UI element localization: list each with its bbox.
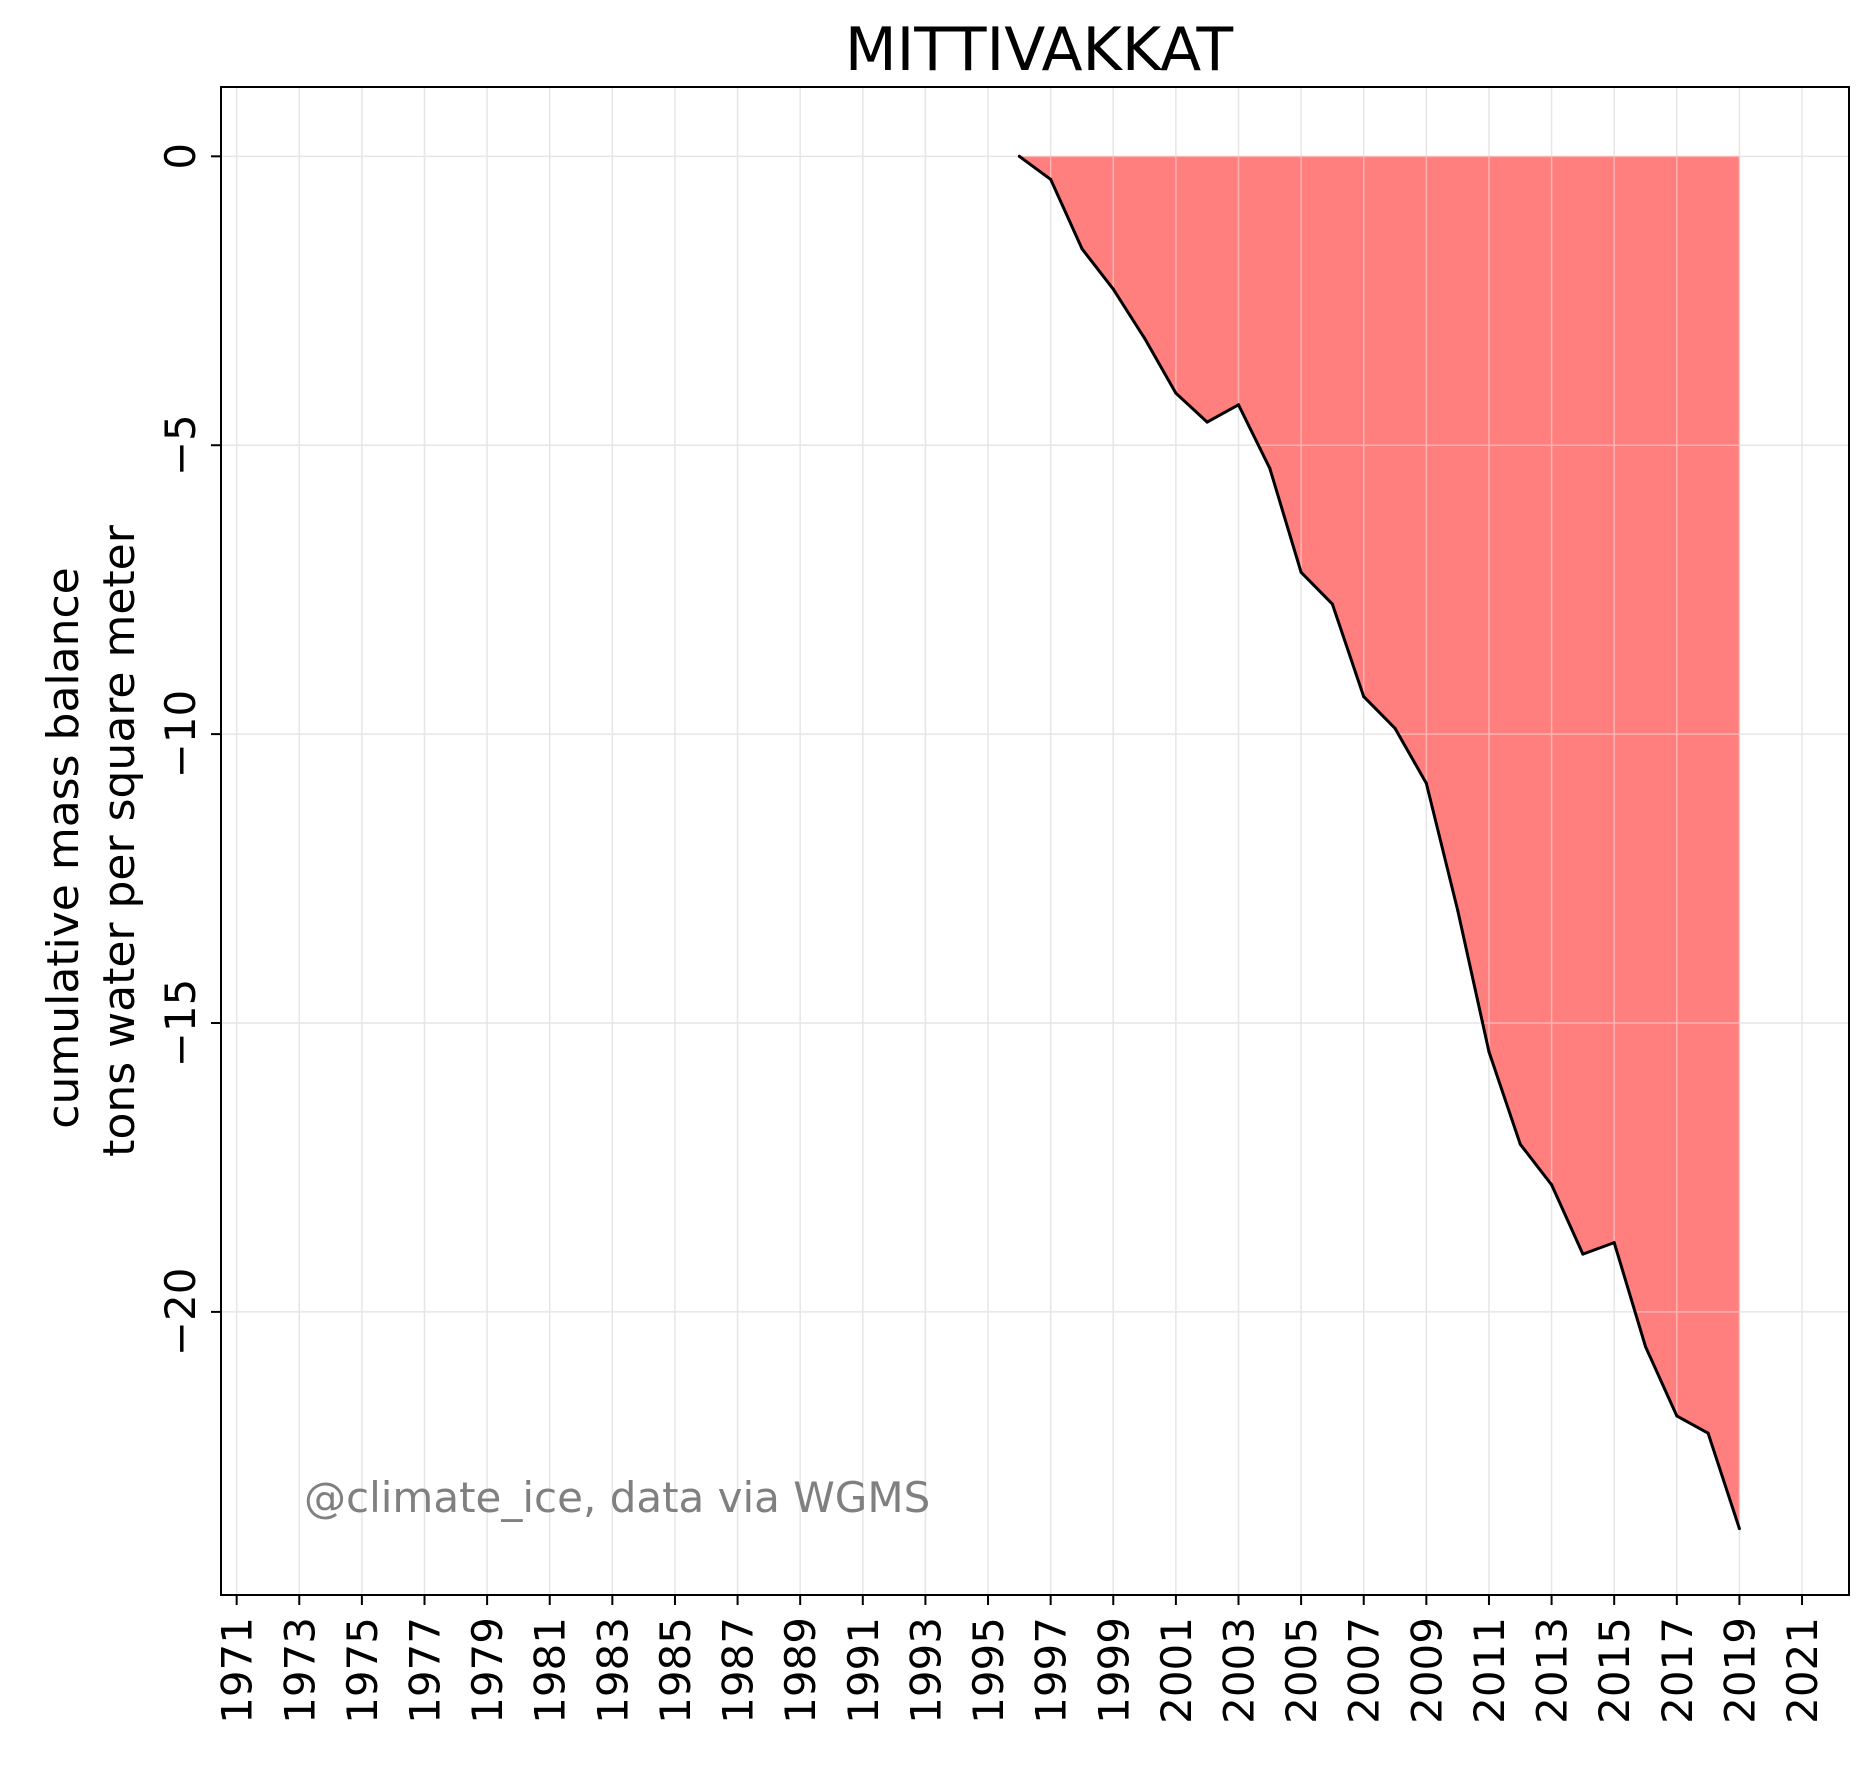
y-tick-label: −20 xyxy=(156,1268,205,1357)
data-point xyxy=(1268,466,1272,470)
y-tick-label: −10 xyxy=(156,690,205,779)
data-point xyxy=(1205,420,1209,424)
x-tick-label: 1983 xyxy=(588,1617,637,1724)
x-tick-label: 2019 xyxy=(1715,1617,1764,1724)
data-point xyxy=(1299,570,1303,574)
y-tick-label: −5 xyxy=(156,414,205,476)
x-tick-label: 1989 xyxy=(776,1617,825,1724)
area-fill-layer xyxy=(1019,156,1740,1529)
y-tick-label: 0 xyxy=(156,143,205,170)
data-point xyxy=(1612,1241,1616,1245)
data-point xyxy=(1049,177,1053,181)
data-point xyxy=(1644,1345,1647,1349)
x-tick-label: 2021 xyxy=(1778,1617,1827,1724)
x-axis: 1971 1973 1975 1977 1979 1981 1983 1985 1987 1989… xyxy=(213,1595,1827,1724)
data-point xyxy=(1362,695,1366,699)
y-tick-label: −15 xyxy=(156,979,205,1068)
x-tick-label: 2005 xyxy=(1277,1617,1326,1724)
y-axis-label-line-2: tons water per square meter xyxy=(94,524,145,1157)
x-tick-label: 1977 xyxy=(401,1617,450,1724)
data-point xyxy=(1174,391,1178,395)
x-tick-label: 1991 xyxy=(839,1617,888,1724)
x-tick-label: 1995 xyxy=(964,1617,1013,1724)
x-tick-label: 2013 xyxy=(1528,1617,1577,1724)
series-line-layer xyxy=(1017,154,1741,1531)
area-fill xyxy=(1019,156,1740,1529)
data-point xyxy=(1581,1252,1585,1256)
x-tick-label: 1979 xyxy=(463,1617,512,1724)
data-point xyxy=(1424,781,1428,785)
data-point xyxy=(1706,1431,1710,1435)
x-tick-label: 1975 xyxy=(338,1617,387,1724)
x-tick-label: 1997 xyxy=(1027,1617,1076,1724)
y-axis: 0 −5 −10 −15 −20 xyxy=(156,143,221,1356)
data-point xyxy=(1550,1183,1554,1187)
x-tick-label: 1987 xyxy=(714,1617,763,1724)
x-tick-label: 1971 xyxy=(213,1617,262,1724)
y-axis-label: cumulative mass balance tons water per s… xyxy=(38,524,145,1157)
data-point xyxy=(1017,154,1021,158)
data-point xyxy=(1737,1527,1741,1531)
data-point xyxy=(1518,1142,1522,1146)
x-tick-label: 1993 xyxy=(901,1617,950,1724)
data-point xyxy=(1487,1050,1491,1054)
data-point xyxy=(1330,602,1334,606)
y-axis-label-line-1: cumulative mass balance xyxy=(38,567,89,1128)
x-tick-label: 1999 xyxy=(1089,1617,1138,1724)
data-point xyxy=(1456,908,1460,912)
x-tick-label: 1985 xyxy=(651,1617,700,1724)
credit-annotation: @climate_ice, data via WGMS xyxy=(304,1473,930,1522)
x-tick-label: 2015 xyxy=(1590,1617,1639,1724)
data-point xyxy=(1111,287,1115,291)
series-line xyxy=(1018,155,1741,1530)
x-tick-label: 1981 xyxy=(526,1617,575,1724)
x-tick-label: 2009 xyxy=(1402,1617,1451,1724)
data-point xyxy=(1080,247,1084,251)
data-point xyxy=(1393,726,1397,730)
data-point xyxy=(1143,336,1147,340)
x-tick-label: 2011 xyxy=(1465,1617,1514,1724)
x-tick-label: 2003 xyxy=(1215,1617,1264,1724)
data-point xyxy=(1675,1414,1679,1418)
x-tick-label: 2017 xyxy=(1653,1617,1702,1724)
x-tick-label: 2001 xyxy=(1152,1617,1201,1724)
x-tick-label: 2007 xyxy=(1340,1617,1389,1724)
data-point xyxy=(1237,403,1240,407)
plot-frame xyxy=(220,86,1850,1596)
x-tick-label: 1973 xyxy=(275,1617,324,1724)
chart-title: MITTIVAKKAT xyxy=(845,15,1234,85)
